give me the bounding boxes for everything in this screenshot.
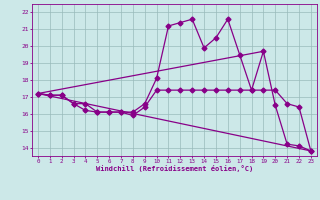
X-axis label: Windchill (Refroidissement éolien,°C): Windchill (Refroidissement éolien,°C) bbox=[96, 165, 253, 172]
